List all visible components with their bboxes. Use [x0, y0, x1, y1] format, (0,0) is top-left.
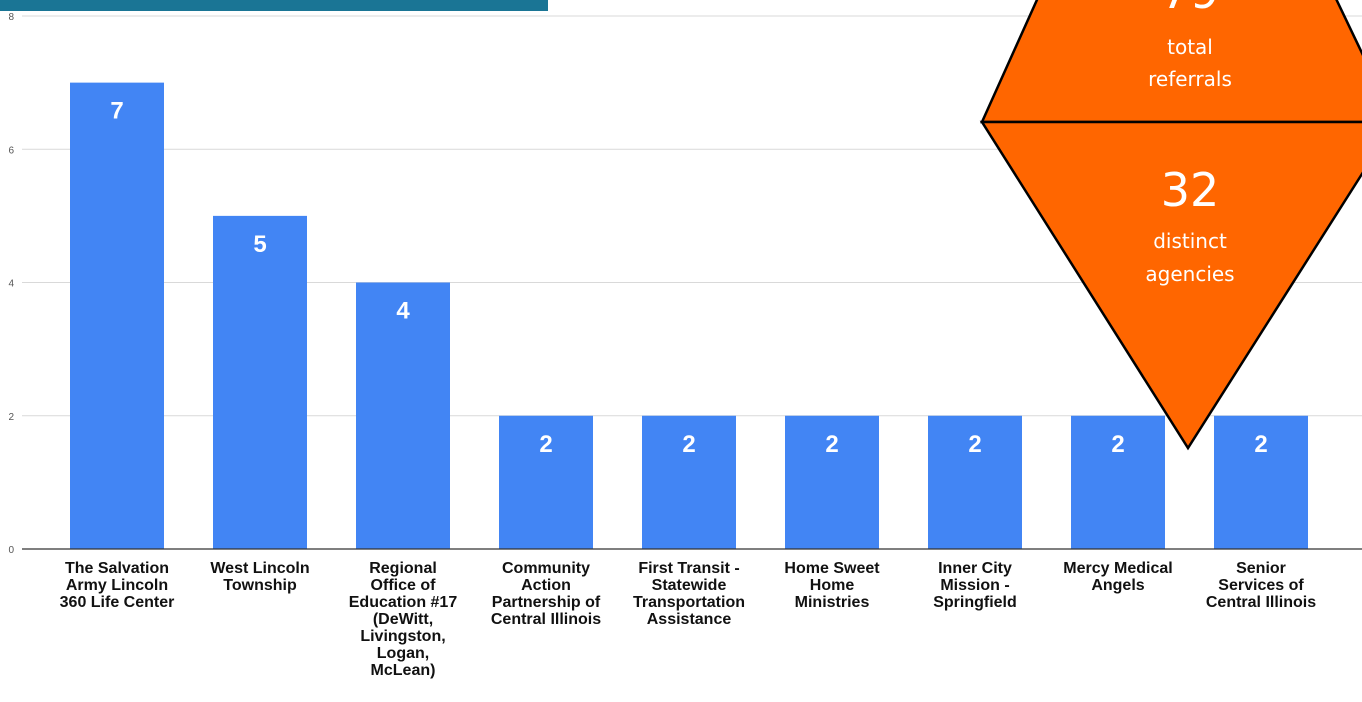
bar [1071, 415, 1165, 549]
category-label-line: McLean) [371, 662, 436, 679]
category-label-line: Senior [1236, 560, 1286, 577]
category-label-line: Statewide [652, 577, 727, 594]
bar [785, 415, 879, 549]
bar-value-label: 4 [396, 298, 410, 325]
distinct-agencies-number: 32 [1161, 163, 1220, 217]
bar [928, 415, 1022, 549]
category-label-line: Mission - [940, 577, 1009, 594]
bar-value-label: 2 [1111, 431, 1124, 458]
category-label-line: The Salvation [65, 560, 169, 577]
y-tick-label: 6 [8, 145, 14, 156]
summary-callout: 79 total referrals 32 distinct agencies [979, 0, 1362, 451]
bar-value-label: 2 [682, 431, 695, 458]
y-axis-ticks: 0 2 4 6 8 [8, 12, 14, 556]
category-label-line: First Transit - [638, 560, 739, 577]
category-label-line: Army Lincoln [66, 577, 168, 594]
bar [499, 415, 593, 549]
category-label-line: 360 Life Center [60, 594, 175, 611]
distinct-agencies-label-line-1: distinct [1153, 229, 1227, 253]
category-label-line: Assistance [647, 611, 732, 628]
category-label-line: Springfield [933, 594, 1017, 611]
callout-bottom-triangle [979, 120, 1362, 451]
distinct-agencies-label-line-2: agencies [1145, 262, 1234, 286]
bar-value-label: 5 [253, 231, 266, 258]
bar [356, 282, 450, 549]
total-referrals-label-line-2: referrals [1148, 67, 1232, 91]
total-referrals-number: 79 [1161, 0, 1220, 19]
bar [1214, 415, 1308, 549]
category-label-line: Township [223, 577, 297, 594]
y-tick-label: 0 [8, 545, 14, 556]
y-tick-label: 8 [8, 12, 14, 23]
category-label-line: Central Illinois [1206, 594, 1316, 611]
category-label-line: Mercy Medical [1063, 560, 1172, 577]
category-label-line: Logan, [377, 645, 429, 662]
category-label-line: Central Illinois [491, 611, 601, 628]
bars: 7 5 4 2 2 2 2 2 2 [70, 82, 1308, 549]
callout-top-triangle [980, 0, 1362, 124]
bar [70, 82, 164, 549]
bar-value-label: 2 [1254, 431, 1267, 458]
category-label-line: Home [810, 577, 855, 594]
category-label-line: Inner City [938, 560, 1012, 577]
header-band [0, 0, 548, 11]
y-tick-label: 2 [8, 412, 14, 423]
category-label-line: Action [521, 577, 571, 594]
category-label-line: West Lincoln [210, 560, 309, 577]
bar-value-label: 2 [968, 431, 981, 458]
category-label-line: Services of [1218, 577, 1304, 594]
bar-value-label: 7 [110, 98, 123, 125]
category-label-line: Home Sweet [784, 560, 880, 577]
category-label-line: Education #17 [349, 594, 458, 611]
category-label-line: Community [502, 560, 590, 577]
bar [213, 215, 307, 549]
bar-value-label: 2 [825, 431, 838, 458]
category-label-line: Regional [369, 560, 437, 577]
category-label-line: Office of [371, 577, 437, 594]
category-label-line: Partnership of [492, 594, 601, 611]
category-label-line: Transportation [633, 594, 745, 611]
category-label-line: (DeWitt, [373, 611, 433, 628]
y-tick-label: 4 [8, 279, 14, 290]
category-label-line: Livingston, [360, 628, 445, 645]
category-label-line: Ministries [795, 594, 870, 611]
bar [642, 415, 736, 549]
bar-value-label: 2 [539, 431, 552, 458]
total-referrals-label-line-1: total [1167, 35, 1213, 59]
category-label-line: Angels [1091, 577, 1144, 594]
